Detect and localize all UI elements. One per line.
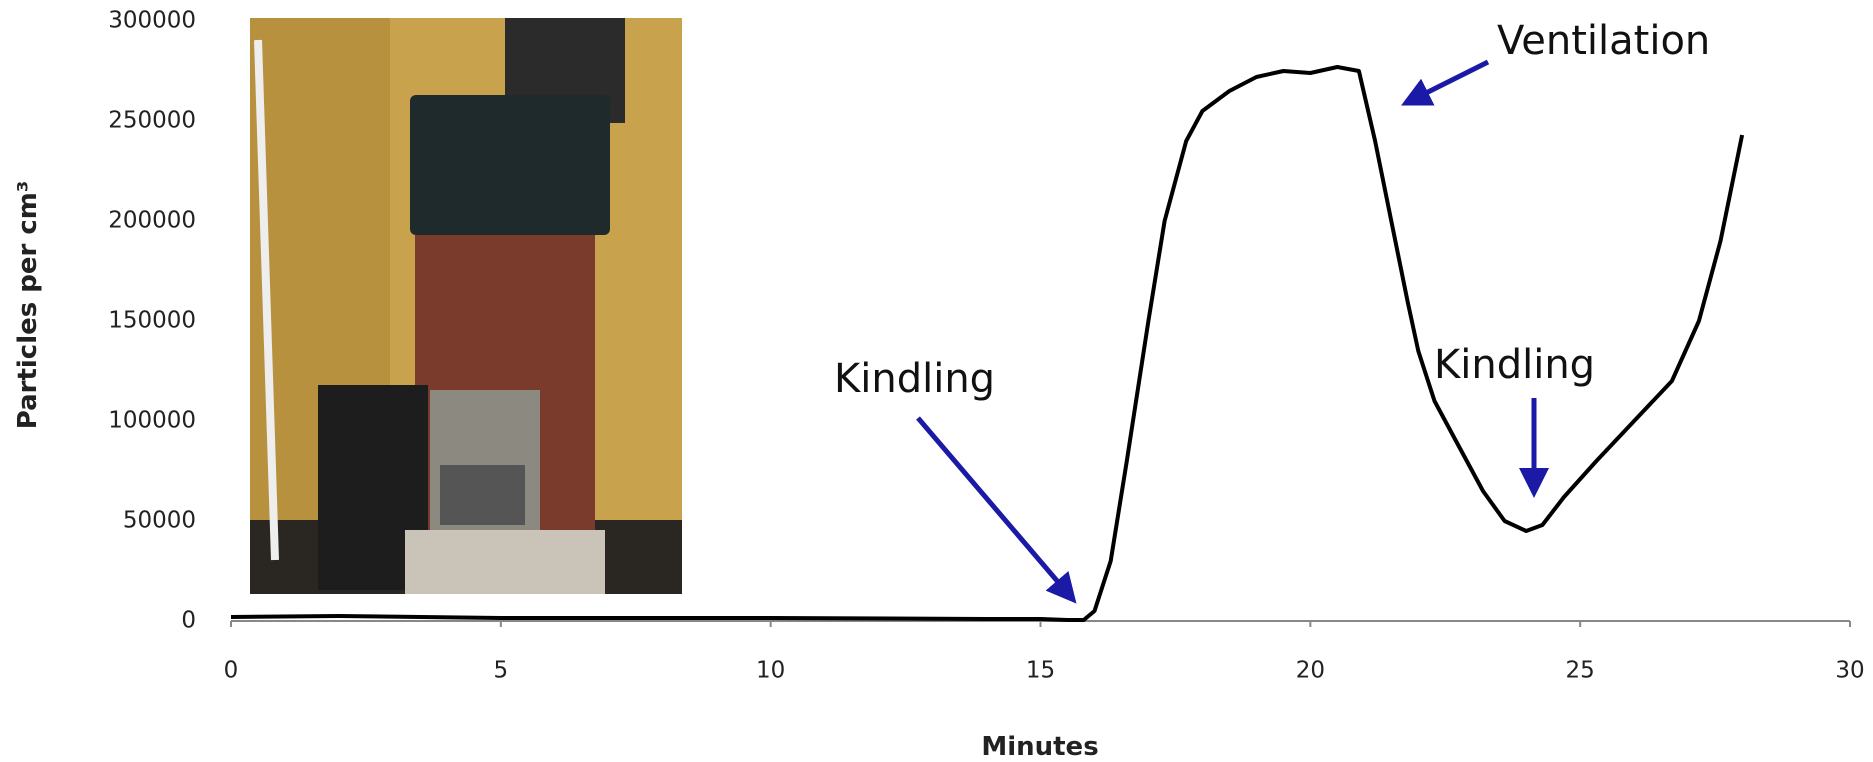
annotation-arrow — [1410, 62, 1488, 101]
annotation-arrow — [918, 418, 1070, 596]
x-tick-label: 10 — [756, 658, 785, 684]
x-tick-label: 30 — [1835, 658, 1864, 684]
y-tick-label: 300000 — [108, 8, 196, 34]
annotation: Kindling — [834, 356, 995, 402]
y-tick-label: 250000 — [108, 108, 196, 134]
y-tick-label: 200000 — [108, 208, 196, 234]
annotation: Kindling — [1434, 342, 1595, 388]
stove-photo — [250, 18, 682, 594]
chart: Particles per cm³ Minutes Kindling Venti… — [0, 0, 1873, 762]
x-tick-label: 15 — [1026, 658, 1055, 684]
x-tick-label: 0 — [224, 658, 239, 684]
y-tick-label: 100000 — [108, 408, 196, 434]
y-tick-label: 50000 — [123, 508, 196, 534]
x-axis-title: Minutes — [981, 732, 1098, 762]
y-axis-title: Particles per cm³ — [13, 181, 43, 430]
annotation: Ventilation — [1497, 18, 1710, 64]
x-tick-label: 20 — [1296, 658, 1325, 684]
x-tick-label: 5 — [494, 658, 509, 684]
y-tick-label: 150000 — [108, 308, 196, 334]
y-tick-label: 0 — [181, 608, 196, 634]
x-tick-label: 25 — [1566, 658, 1595, 684]
